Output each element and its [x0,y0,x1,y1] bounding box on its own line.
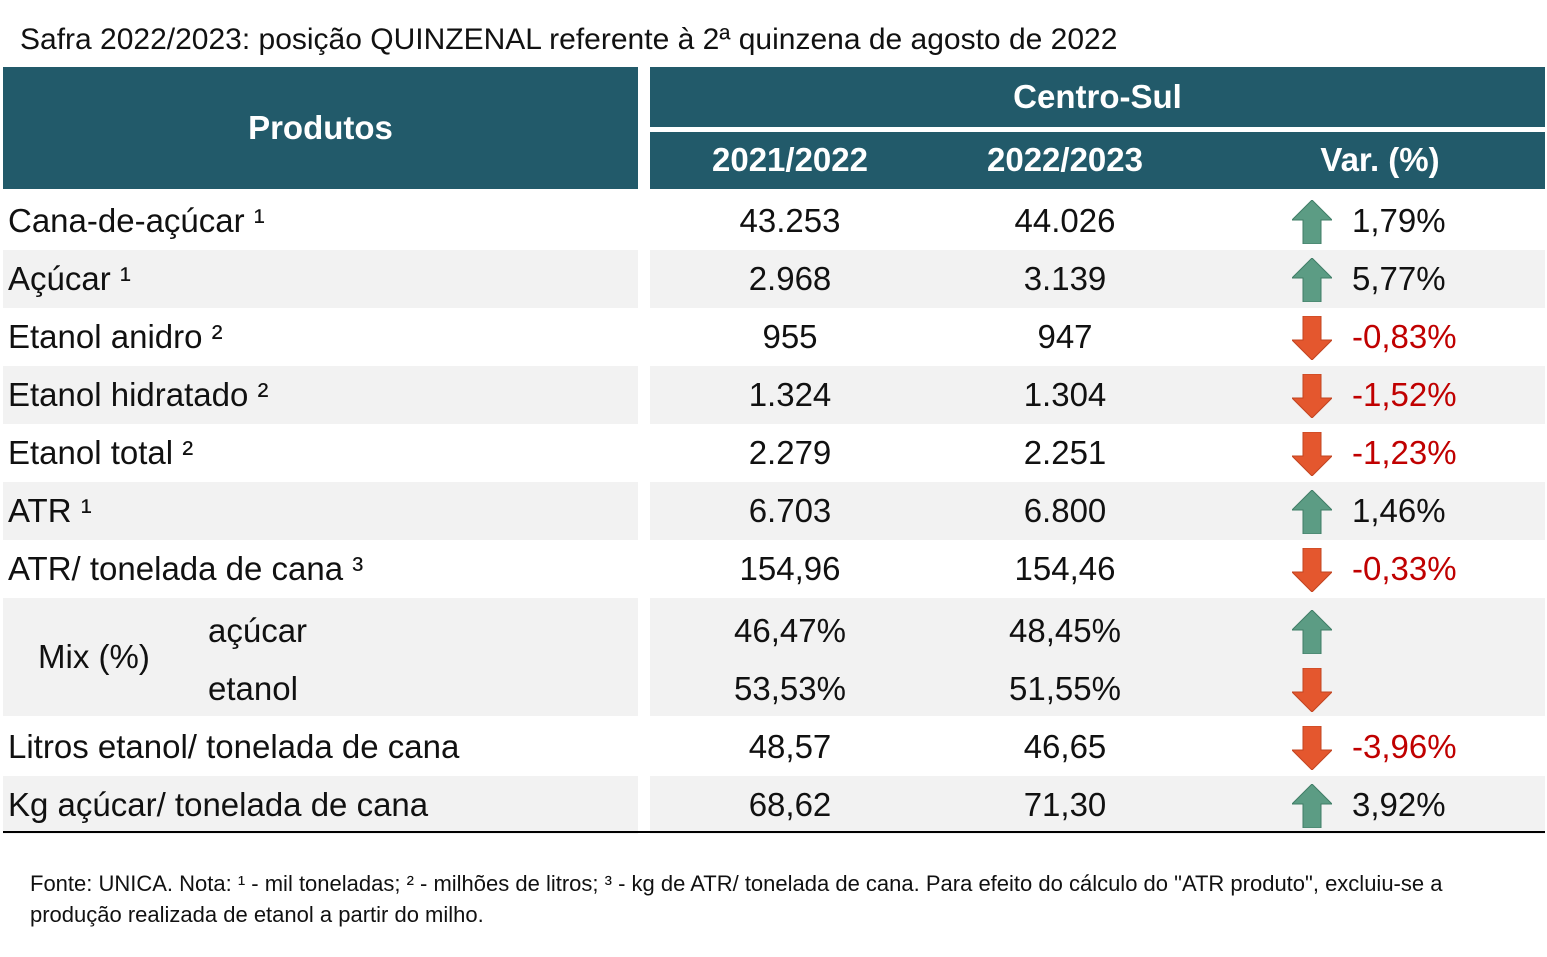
arrow-up [1290,609,1334,655]
row-label: Açúcar ¹ [8,260,131,297]
arrow-icon [1290,373,1334,419]
row-label: Litros etanol/ tonelada de cana [8,728,460,765]
cell: 154,46 [1014,550,1116,587]
cell: 68,62 [748,786,832,823]
row-band [3,482,638,540]
arrow-icon [1290,431,1334,477]
row-label: ATR ¹ [8,492,92,529]
row-label: ATR/ tonelada de cana ³ [8,550,364,587]
arrow-icon [1290,257,1334,303]
cell: 3.139 [1023,260,1107,297]
variation: -1,52% [1352,376,1457,413]
row-band [3,250,638,308]
cell: 2.968 [748,260,832,297]
arrow-icon [1290,489,1334,535]
variation: -1,23% [1352,434,1457,471]
cell: 2.279 [748,434,832,471]
variation: 1,46% [1352,492,1446,529]
bottom-rule [3,831,1545,833]
row-label: Etanol anidro ² [8,318,223,355]
cell: 53,53% [734,670,846,707]
arrow-icon [1290,547,1334,593]
cell: 6.703 [748,492,832,529]
footnote: Fonte: UNICA. Nota: ¹ - mil toneladas; ²… [30,871,1443,927]
row-band [3,366,638,424]
arrow-up [1290,489,1334,535]
cell: 44.026 [1014,202,1116,239]
arrow-up [1290,783,1334,829]
arrow-down [1290,667,1334,713]
row-band [650,598,1545,716]
variation: -3,96% [1352,728,1457,765]
header-column: 2021/2022 [712,141,868,178]
cell: 71,30 [1023,786,1107,823]
arrow-down [1290,315,1334,361]
row-band [650,366,1545,424]
row-band [3,598,638,716]
cell: 2.251 [1023,434,1107,471]
arrow-up [1290,199,1334,245]
arrow-icon [1290,725,1334,771]
mix-sub-label: açúcar [208,612,308,649]
cell: 46,65 [1023,728,1107,765]
cell: 154,96 [739,550,841,587]
arrow-down [1290,431,1334,477]
arrow-icon [1290,667,1334,713]
arrow-icon [1290,609,1334,655]
cell: 46,47% [734,612,846,649]
arrow-down [1290,373,1334,419]
arrow-icon [1290,315,1334,361]
header-cell [650,132,1545,189]
variation: -0,83% [1352,318,1457,355]
header-column: 2022/2023 [987,141,1143,178]
cell: 51,55% [1009,670,1121,707]
row-label: Etanol total ² [8,434,194,471]
row-band [650,250,1545,308]
header-column: Var. (%) [1320,141,1440,178]
header-region: Centro-Sul [1013,78,1182,115]
row-band [650,776,1545,834]
variation: -0,33% [1352,550,1457,587]
title: Safra 2022/2023: posição QUINZENAL refer… [20,23,1118,56]
variation: 1,79% [1352,202,1446,239]
cell: 1.324 [748,376,832,413]
row-band [650,482,1545,540]
header-cell [650,67,1545,127]
header-cell [3,67,638,189]
cell: 48,57 [748,728,832,765]
header-products: Produtos [248,109,393,146]
arrow-icon [1290,199,1334,245]
row-label: Etanol hidratado ² [8,376,269,413]
arrow-down [1290,547,1334,593]
cell: 955 [762,318,818,355]
row-label: Kg açúcar/ tonelada de cana [8,786,429,823]
cell: 48,45% [1009,612,1121,649]
cell: 1.304 [1023,376,1107,413]
cell: 43.253 [739,202,841,239]
arrow-up [1290,257,1334,303]
mix-label: Mix (%) [38,638,150,675]
cell: 6.800 [1023,492,1107,529]
row-band [3,776,638,834]
mix-sub-label: etanol [208,670,298,707]
cell: 947 [1037,318,1093,355]
arrow-icon [1290,783,1334,829]
variation: 3,92% [1352,786,1446,823]
row-label: Cana-de-açúcar ¹ [8,202,265,239]
arrow-down [1290,725,1334,771]
variation: 5,77% [1352,260,1446,297]
